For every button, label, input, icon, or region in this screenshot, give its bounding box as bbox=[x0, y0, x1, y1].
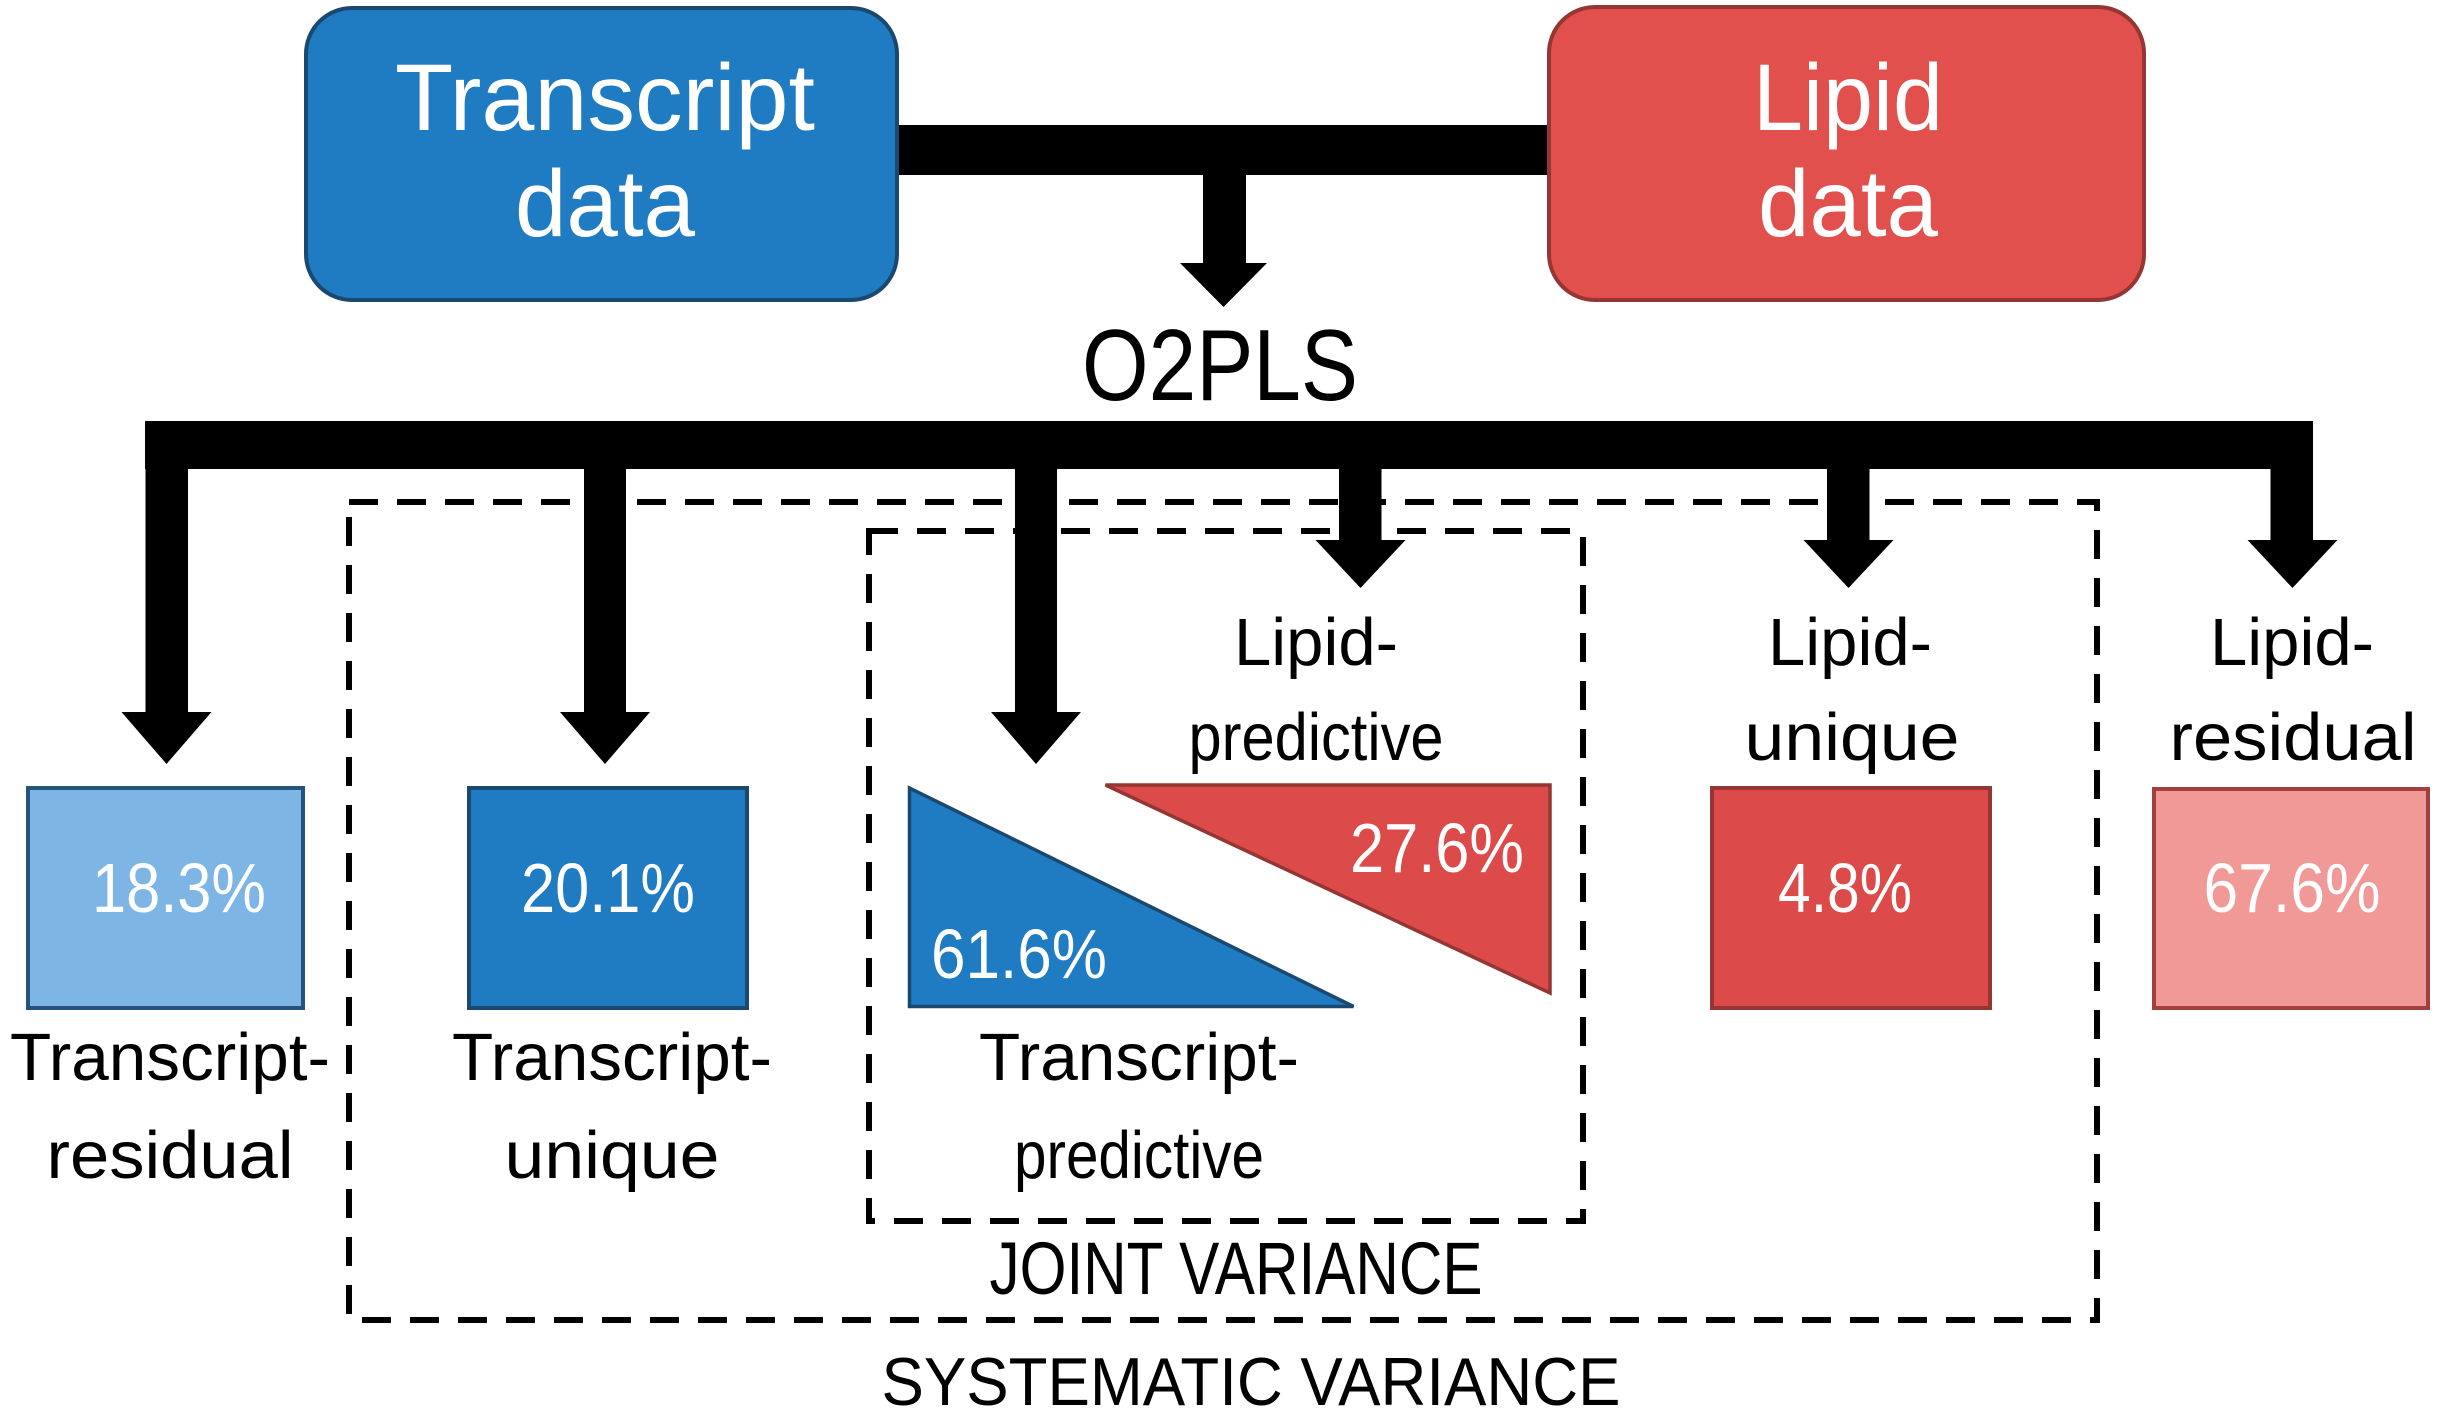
svg-text:Lipid-: Lipid- bbox=[2210, 605, 2374, 680]
svg-text:Lipid-: Lipid- bbox=[1768, 605, 1932, 680]
svg-text:Transcript-: Transcript- bbox=[10, 1020, 330, 1095]
svg-text:data: data bbox=[515, 151, 695, 257]
svg-text:residual: residual bbox=[2170, 700, 2417, 775]
svg-text:predictive: predictive bbox=[1014, 1118, 1264, 1193]
svg-text:61.6%: 61.6% bbox=[931, 915, 1107, 993]
svg-text:O2PLS: O2PLS bbox=[1082, 310, 1358, 422]
svg-text:20.1%: 20.1% bbox=[521, 849, 695, 927]
svg-text:SYSTEMATIC VARIANCE: SYSTEMATIC VARIANCE bbox=[882, 1344, 1621, 1410]
svg-text:Transcript-: Transcript- bbox=[979, 1020, 1299, 1095]
svg-text:unique: unique bbox=[1745, 700, 1960, 775]
svg-text:residual: residual bbox=[47, 1118, 294, 1193]
svg-text:Lipid-: Lipid- bbox=[1234, 605, 1398, 680]
svg-text:predictive: predictive bbox=[1189, 700, 1444, 775]
svg-text:27.6%: 27.6% bbox=[1350, 809, 1524, 887]
svg-text:data: data bbox=[1758, 151, 1938, 257]
svg-text:Transcript-: Transcript- bbox=[452, 1020, 772, 1095]
svg-text:67.6%: 67.6% bbox=[2204, 849, 2381, 927]
svg-text:JOINT VARIANCE: JOINT VARIANCE bbox=[990, 1227, 1483, 1310]
svg-text:Lipid: Lipid bbox=[1753, 45, 1943, 151]
svg-text:unique: unique bbox=[505, 1118, 720, 1193]
svg-text:Transcript: Transcript bbox=[395, 45, 815, 151]
svg-text:18.3%: 18.3% bbox=[92, 849, 266, 927]
svg-text:4.8%: 4.8% bbox=[1778, 849, 1912, 927]
